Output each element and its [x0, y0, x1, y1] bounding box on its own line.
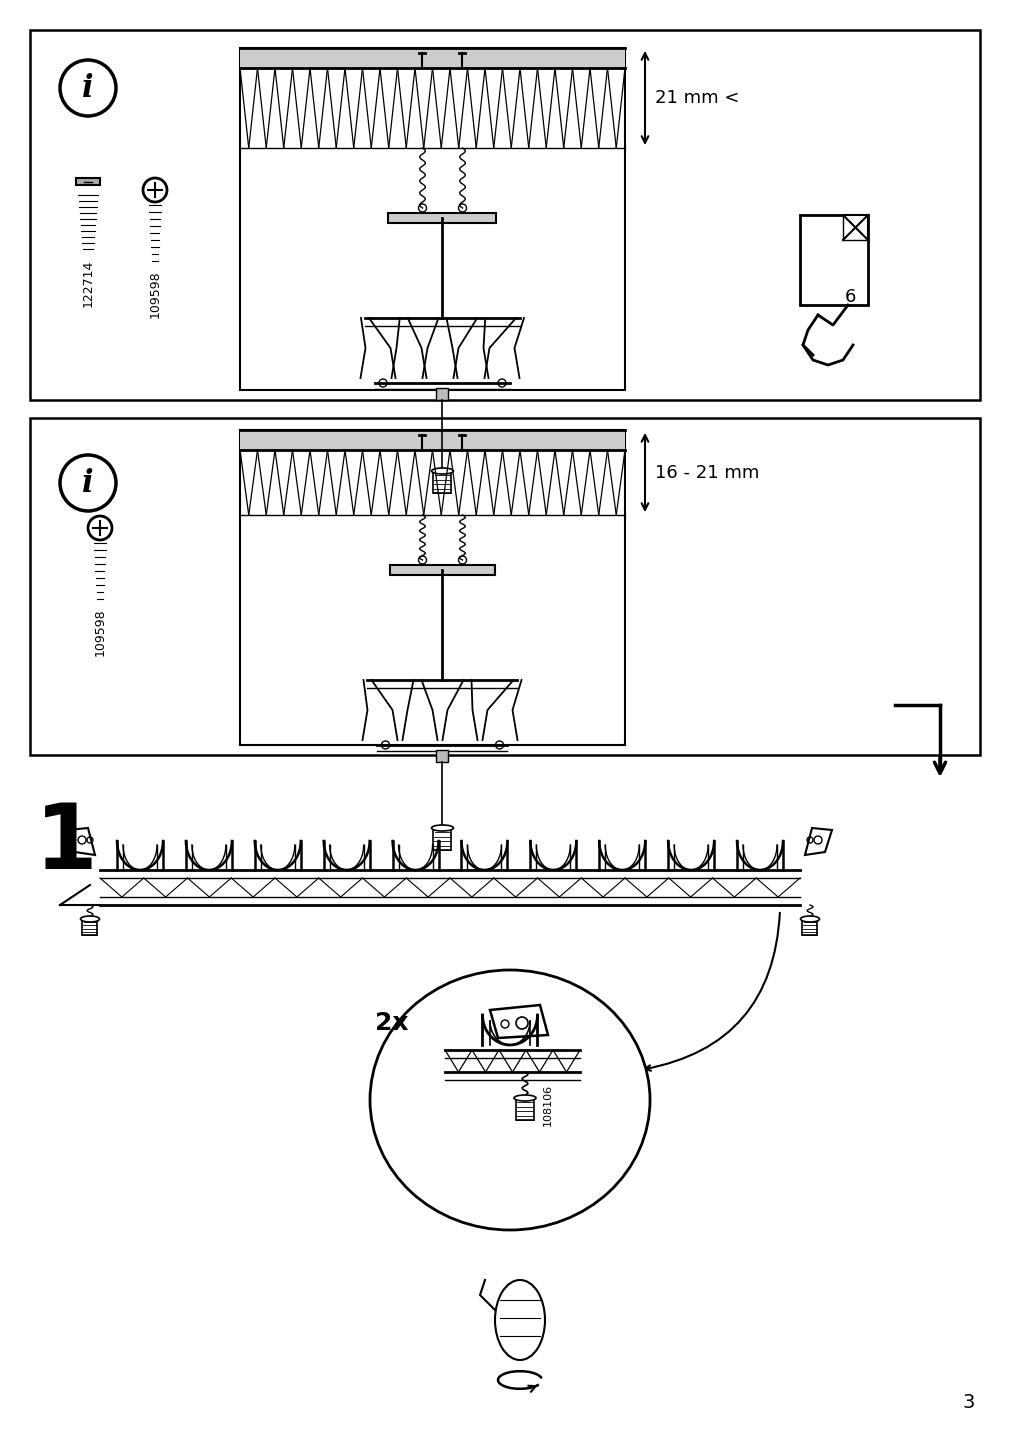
- Ellipse shape: [81, 916, 99, 922]
- Polygon shape: [842, 215, 867, 241]
- Ellipse shape: [370, 969, 649, 1230]
- Text: 108106: 108106: [543, 1084, 552, 1126]
- Text: 3: 3: [961, 1393, 974, 1412]
- Text: 21 mm <: 21 mm <: [654, 89, 739, 107]
- Bar: [433, 471, 451, 493]
- Bar: [436, 750, 448, 762]
- Text: 109598: 109598: [149, 271, 162, 318]
- Bar: [389, 566, 494, 576]
- Text: i: i: [82, 73, 94, 103]
- Text: 2x: 2x: [375, 1011, 408, 1035]
- Bar: [516, 1098, 534, 1120]
- Ellipse shape: [800, 916, 819, 922]
- Bar: [240, 430, 625, 745]
- Text: 122714: 122714: [82, 261, 94, 308]
- Bar: [802, 919, 817, 935]
- Bar: [800, 215, 867, 305]
- Ellipse shape: [431, 825, 453, 831]
- Bar: [30, 418, 979, 755]
- Ellipse shape: [431, 468, 453, 474]
- Bar: [433, 828, 451, 851]
- Bar: [388, 213, 496, 223]
- Text: 16 - 21 mm: 16 - 21 mm: [654, 464, 758, 481]
- Bar: [83, 919, 97, 935]
- Text: 1: 1: [35, 800, 98, 888]
- Circle shape: [60, 60, 116, 116]
- Bar: [240, 49, 625, 67]
- Bar: [240, 49, 625, 390]
- Text: 109598: 109598: [93, 609, 106, 656]
- Text: i: i: [82, 467, 94, 498]
- Bar: [240, 430, 625, 450]
- Bar: [436, 388, 448, 400]
- Circle shape: [60, 455, 116, 511]
- Ellipse shape: [494, 1280, 545, 1360]
- Bar: [76, 178, 100, 185]
- Ellipse shape: [514, 1095, 536, 1101]
- Text: 6: 6: [843, 288, 855, 306]
- Bar: [30, 30, 979, 400]
